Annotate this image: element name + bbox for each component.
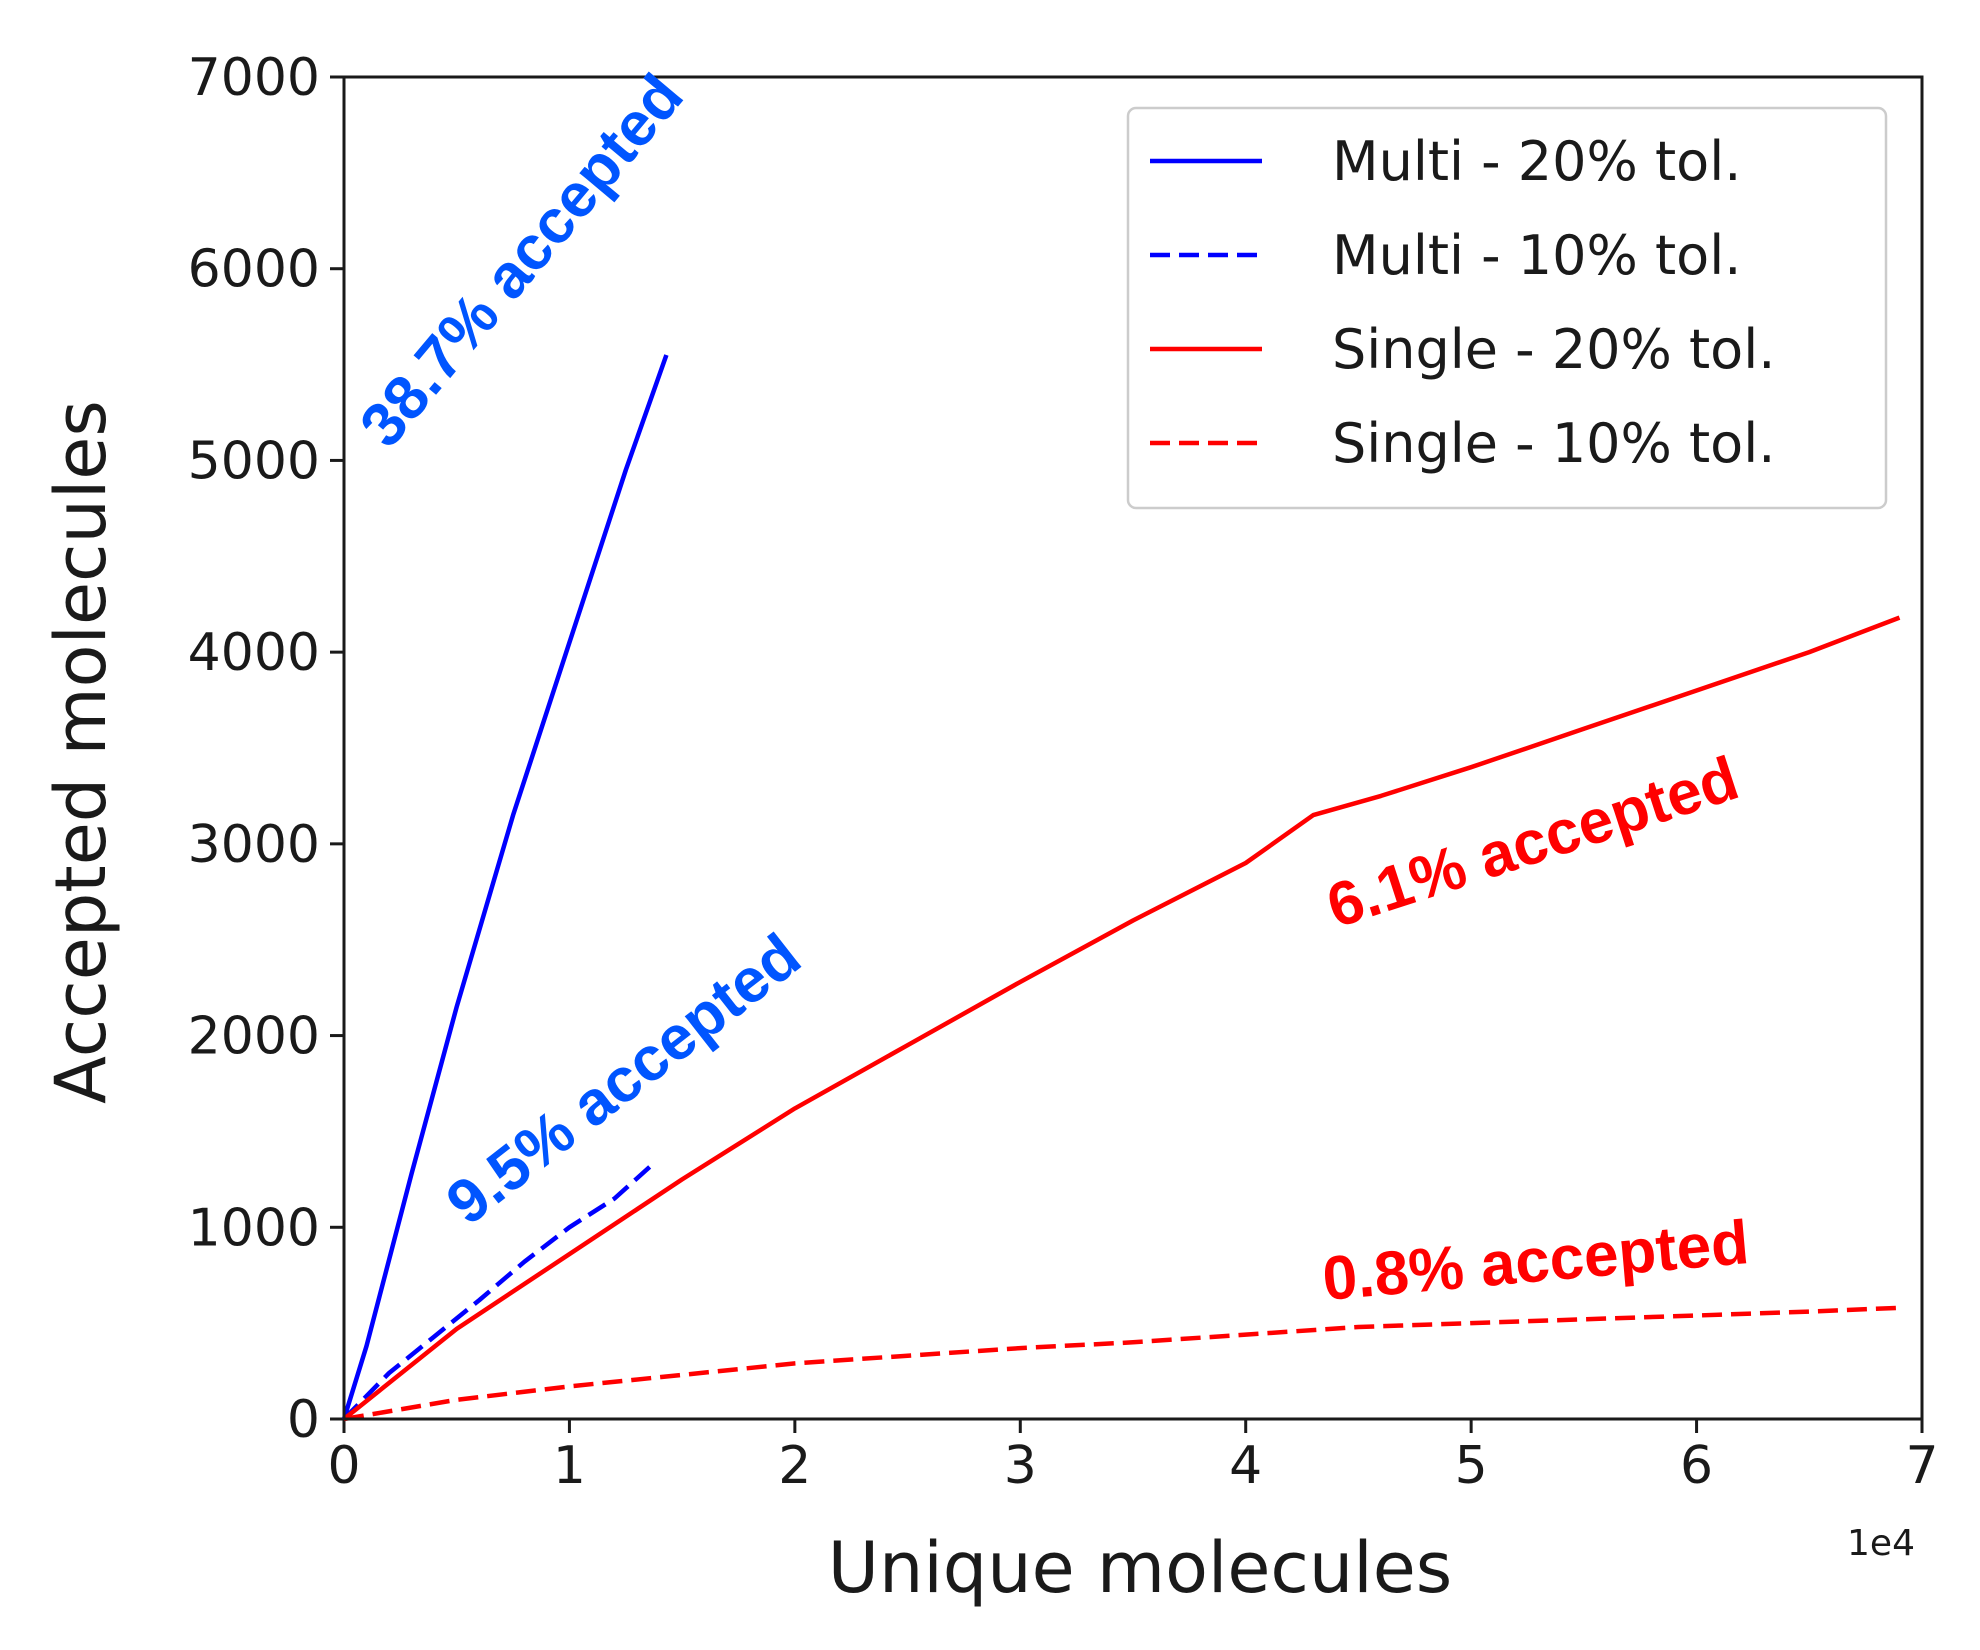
y-tick-label: 4000 [188,623,320,683]
x-tick-label: 4 [1229,1436,1262,1496]
x-tick-label: 1 [553,1436,586,1496]
y-tick-label: 7000 [188,48,320,108]
x-tick-label: 7 [1905,1436,1938,1496]
x-axis-title: Unique molecules [828,1527,1453,1609]
legend-box [1126,106,1888,510]
y-tick-label: 5000 [188,431,320,491]
y-tick-label: 0 [287,1390,320,1450]
y-tick-label: 3000 [188,815,320,875]
legend: Multi - 20% tol. Multi - 10% tol. Single -… [1126,106,1888,510]
series-line-4 [343,1305,1900,1422]
x-tick-label: 2 [778,1436,811,1496]
plot-frame [342,75,1924,1421]
annotation-label: 0.8% accepted [1320,1208,1752,1314]
annotation-label: 38.7% accepted [347,62,697,460]
axis-ticks: 0 1 2 3 4 5 6 7 0 1000 2000 3000 4000 5000 6000 7000 [188,48,1939,1496]
legend-label: Multi - 10% tol. [1332,224,1741,287]
x-tick-label: 0 [327,1436,360,1496]
legend-label: Single - 10% tol. [1332,412,1775,475]
series-line-1 [341,354,669,1420]
y-axis-title: Accepted molecules [40,400,122,1104]
legend-label: Multi - 20% tol. [1332,130,1741,193]
legend-label: Single - 20% tol. [1332,318,1775,381]
series-line-2 [342,1160,657,1421]
x-tick-label: 5 [1455,1436,1488,1496]
y-tick-label: 2000 [188,1007,320,1067]
annotation-label: 6.1% accepted [1319,744,1747,942]
x-tick-label: 3 [1004,1436,1037,1496]
y-tick-label: 1000 [188,1198,320,1258]
series-line-3 [342,615,1901,1421]
y-tick-label: 6000 [188,240,320,300]
x-axis-multiplier: 1e4 [1847,1523,1915,1564]
x-tick-label: 6 [1680,1436,1713,1496]
series-lines [341,354,1901,1422]
